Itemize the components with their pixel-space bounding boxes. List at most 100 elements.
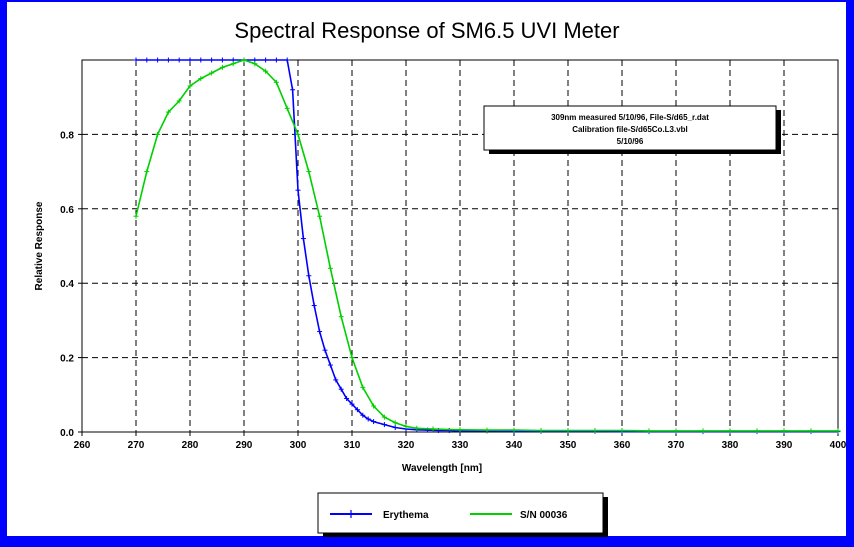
x-axis-label: Wavelength [nm]	[402, 463, 482, 474]
data-point-sn	[327, 265, 333, 271]
data-point-erythema	[338, 386, 344, 392]
data-point-erythema	[273, 57, 279, 63]
data-point-sn	[565, 428, 571, 434]
data-point-erythema	[300, 236, 306, 242]
data-point-sn	[511, 427, 517, 433]
data-point-erythema	[322, 347, 328, 353]
data-point-sn	[457, 427, 463, 433]
data-point-sn	[403, 423, 409, 429]
data-point-sn	[317, 213, 323, 219]
data-point-sn	[187, 83, 193, 89]
data-point-erythema	[133, 57, 139, 63]
data-point-erythema	[354, 407, 360, 413]
data-point-sn	[306, 169, 312, 175]
data-point-erythema	[198, 57, 204, 63]
data-point-sn	[295, 131, 301, 137]
annotation-line-2: Calibration file-S/d65Co.L3.vbl	[572, 125, 688, 134]
data-point-erythema	[392, 425, 398, 431]
data-point-erythema	[317, 329, 323, 335]
x-tick-label: 280	[182, 440, 199, 451]
legend-label-erythema: Erythema	[383, 510, 429, 521]
x-tick-label: 270	[128, 440, 145, 451]
x-tick-label: 390	[776, 440, 793, 451]
data-point-sn	[700, 428, 706, 434]
x-tick-label: 350	[560, 440, 577, 451]
data-point-sn	[273, 79, 279, 85]
data-point-erythema	[306, 273, 312, 279]
data-point-sn	[284, 105, 290, 111]
data-point-sn	[360, 384, 366, 390]
data-point-sn	[176, 98, 182, 104]
x-tick-label: 260	[74, 440, 91, 451]
data-point-sn	[781, 428, 787, 434]
right-border	[846, 0, 854, 547]
series-layer	[133, 57, 841, 435]
y-axis-label: Relative Response	[34, 201, 45, 290]
data-point-sn	[392, 420, 398, 426]
data-point-sn	[673, 428, 679, 434]
data-point-sn	[727, 428, 733, 434]
data-point-sn	[835, 428, 841, 434]
y-tick-label: 0.2	[60, 354, 74, 365]
legend-label-sn: S/N 00036	[520, 510, 568, 521]
x-tick-label: 360	[614, 440, 631, 451]
data-point-erythema	[176, 57, 182, 63]
data-point-sn	[808, 428, 814, 434]
data-point-sn	[263, 68, 269, 74]
x-tick-labels: 260 270 280 290 300 310 320 330 340 350 360 370 380 3…	[74, 440, 847, 451]
data-point-sn	[381, 414, 387, 420]
data-point-erythema	[365, 416, 371, 422]
data-point-erythema	[327, 362, 333, 368]
data-point-erythema	[290, 87, 296, 93]
x-tick-label: 300	[290, 440, 307, 451]
data-point-erythema	[344, 396, 350, 402]
annotation-line-3: 5/10/96	[617, 137, 644, 146]
data-point-erythema	[263, 57, 269, 63]
data-point-sn	[155, 131, 161, 137]
data-point-erythema	[349, 401, 355, 407]
y-tick-labels: 0.0 0.2 0.4 0.6 0.8	[60, 130, 74, 439]
x-tick-label: 320	[398, 440, 415, 451]
data-point-sn	[538, 428, 544, 434]
data-point-sn	[619, 428, 625, 434]
data-point-erythema	[165, 57, 171, 63]
x-tick-label: 400	[830, 440, 847, 451]
x-tick-label: 370	[668, 440, 685, 451]
annotation-box: 309nm measured 5/10/96, File-S/d65_r.dat…	[483, 105, 781, 154]
x-tick-label: 330	[452, 440, 469, 451]
x-tick-label: 340	[506, 440, 523, 451]
data-point-sn	[252, 61, 258, 67]
annotation-frame	[483, 105, 777, 151]
annotation-line-1: 309nm measured 5/10/96, File-S/d65_r.dat	[551, 113, 709, 122]
data-point-sn	[230, 61, 236, 67]
data-point-sn	[646, 428, 652, 434]
x-tick-label: 380	[722, 440, 739, 451]
top-border	[7, 0, 848, 2]
data-point-erythema	[311, 303, 317, 309]
data-point-sn	[349, 355, 355, 361]
y-tick-label: 0.8	[60, 130, 74, 141]
left-window-border	[0, 0, 7, 547]
y-tick-label: 0.6	[60, 205, 74, 216]
data-point-erythema	[284, 57, 290, 63]
chart-title: Spectral Response of SM6.5 UVI Meter	[234, 18, 620, 43]
data-point-sn	[198, 76, 204, 82]
data-point-sn	[414, 425, 420, 431]
data-point-erythema	[381, 422, 387, 428]
data-point-sn	[209, 70, 215, 76]
data-point-sn	[144, 169, 150, 175]
data-point-erythema	[360, 412, 366, 418]
legend: Erythema S/N 00036	[317, 492, 608, 537]
x-tick-label: 310	[344, 440, 361, 451]
data-point-erythema	[155, 57, 161, 63]
data-point-erythema	[144, 57, 150, 63]
data-point-erythema	[187, 57, 193, 63]
bottom-border	[7, 536, 854, 547]
data-point-sn	[219, 64, 225, 70]
y-tick-label: 0.0	[60, 428, 74, 439]
data-point-sn	[165, 109, 171, 115]
data-point-sn	[133, 213, 139, 219]
data-point-erythema	[219, 57, 225, 63]
data-point-erythema	[295, 187, 301, 193]
data-point-sn	[241, 57, 247, 63]
